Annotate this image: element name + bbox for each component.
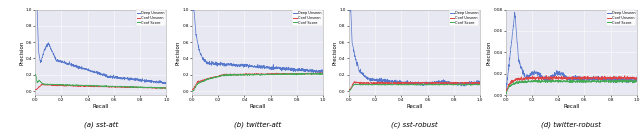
X-axis label: Recall: Recall xyxy=(93,104,109,109)
Text: (a) sst-att: (a) sst-att xyxy=(84,122,118,128)
Legend: Deep Unseen, Conf Unseen, Conf Score: Deep Unseen, Conf Unseen, Conf Score xyxy=(606,10,636,26)
Legend: Deep Unseen, Conf Unseen, Conf Score: Deep Unseen, Conf Unseen, Conf Score xyxy=(449,10,479,26)
Y-axis label: Precision: Precision xyxy=(176,40,181,65)
Y-axis label: Precision: Precision xyxy=(19,40,24,65)
Y-axis label: Precision: Precision xyxy=(487,40,492,65)
X-axis label: Recall: Recall xyxy=(250,104,266,109)
X-axis label: Recall: Recall xyxy=(406,104,422,109)
Text: (b) twitter-att: (b) twitter-att xyxy=(234,122,281,128)
Text: (d) twitter-robust: (d) twitter-robust xyxy=(541,122,601,128)
Y-axis label: Precision: Precision xyxy=(333,40,338,65)
Legend: Deep Unseen, Conf Unseen, Conf Score: Deep Unseen, Conf Unseen, Conf Score xyxy=(136,10,166,26)
Text: (c) sst-robust: (c) sst-robust xyxy=(391,122,438,128)
Legend: Deep Unseen, Conf Unseen, Conf Score: Deep Unseen, Conf Unseen, Conf Score xyxy=(292,10,323,26)
X-axis label: Recall: Recall xyxy=(563,104,579,109)
